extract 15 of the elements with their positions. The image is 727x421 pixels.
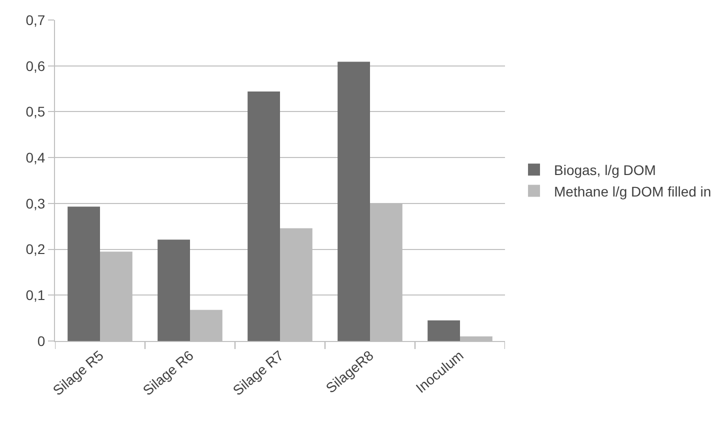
y-tick-label: 0,1 — [26, 287, 46, 304]
y-tick-label: 0,7 — [26, 12, 46, 28]
legend-label: Biogas, l/g DOM — [554, 162, 656, 178]
bar — [248, 92, 280, 341]
y-tick-label: 0 — [37, 332, 46, 349]
bar — [158, 240, 190, 341]
y-tick-label: 0,6 — [26, 58, 46, 74]
bar — [428, 320, 460, 341]
y-tick-label: 0,5 — [26, 104, 46, 120]
bar — [338, 62, 370, 341]
bar — [68, 206, 100, 341]
legend-label: Methane l/g DOM filled in — [554, 183, 712, 200]
y-tick-label: 0,2 — [26, 241, 46, 258]
y-tick-label: 0,4 — [26, 149, 46, 166]
y-tick-label: 0,3 — [26, 195, 46, 212]
